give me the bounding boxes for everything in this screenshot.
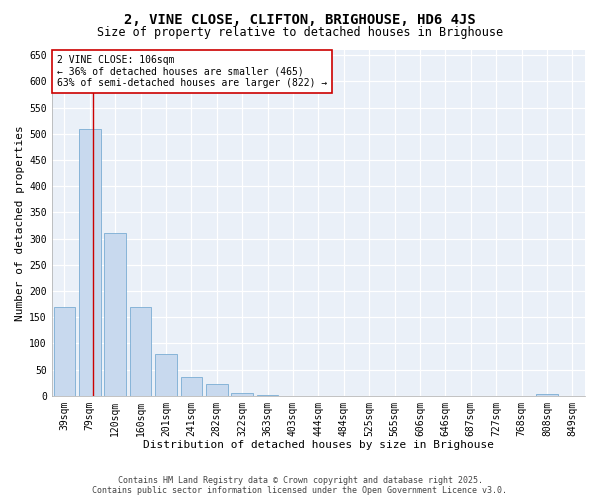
Bar	[79, 128, 101, 396]
Bar	[536, 394, 557, 396]
Bar	[130, 306, 151, 396]
Text: Contains HM Land Registry data © Crown copyright and database right 2025.
Contai: Contains HM Land Registry data © Crown c…	[92, 476, 508, 495]
Bar	[155, 354, 177, 396]
Y-axis label: Number of detached properties: Number of detached properties	[15, 125, 25, 320]
Bar	[53, 306, 75, 396]
Text: 2, VINE CLOSE, CLIFTON, BRIGHOUSE, HD6 4JS: 2, VINE CLOSE, CLIFTON, BRIGHOUSE, HD6 4…	[124, 12, 476, 26]
Text: Size of property relative to detached houses in Brighouse: Size of property relative to detached ho…	[97, 26, 503, 39]
Bar	[257, 395, 278, 396]
X-axis label: Distribution of detached houses by size in Brighouse: Distribution of detached houses by size …	[143, 440, 494, 450]
Text: 2 VINE CLOSE: 106sqm
← 36% of detached houses are smaller (465)
63% of semi-deta: 2 VINE CLOSE: 106sqm ← 36% of detached h…	[57, 55, 327, 88]
Bar	[232, 393, 253, 396]
Bar	[206, 384, 227, 396]
Bar	[181, 378, 202, 396]
Bar	[104, 234, 126, 396]
